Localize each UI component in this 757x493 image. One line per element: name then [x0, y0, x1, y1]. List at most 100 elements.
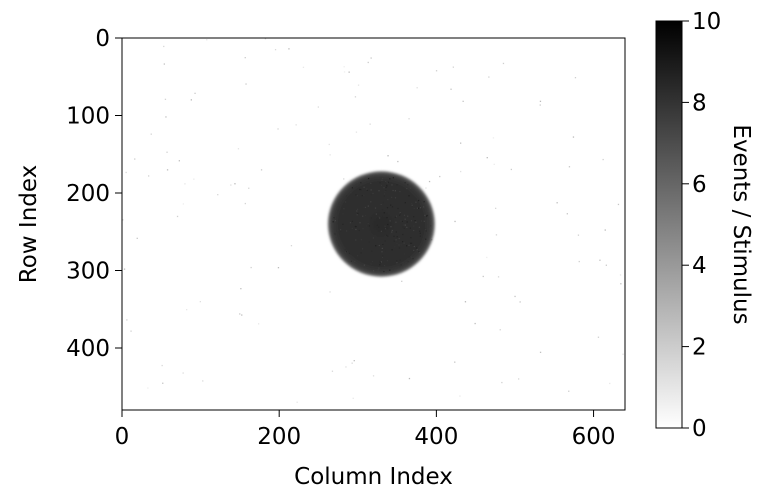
noise-speck: [302, 66, 305, 68]
disk-speck: [358, 229, 360, 232]
disk-speck: [393, 240, 395, 242]
disk-speck: [368, 225, 370, 227]
noise-speck: [460, 142, 462, 144]
noise-speck: [317, 106, 319, 108]
y-tick-label: 200: [66, 181, 110, 207]
disk-speck: [423, 220, 425, 222]
disk-speck: [378, 226, 380, 228]
disk-speck: [376, 223, 378, 225]
disk-speck: [395, 221, 397, 223]
disk-speck: [334, 220, 336, 222]
noise-speck: [239, 313, 241, 315]
noise-speck: [460, 170, 462, 173]
x-tick-label: 200: [257, 424, 301, 450]
disk-speck: [394, 190, 396, 192]
x-tick-label: 0: [115, 424, 130, 450]
disk-speck: [368, 177, 370, 180]
noise-speck: [296, 401, 298, 403]
disk-speck: [351, 187, 353, 189]
disk-speck: [397, 253, 399, 256]
disk-speck: [396, 242, 398, 244]
noise-speck: [245, 83, 247, 85]
noise-speck: [241, 314, 243, 316]
noise-speck: [605, 264, 607, 266]
colorbar-tick-label: 8: [692, 90, 707, 116]
noise-speck: [566, 213, 568, 215]
noise-speck: [617, 203, 620, 206]
disk-speck: [383, 223, 385, 225]
disk-speck: [360, 239, 362, 241]
noise-speck: [126, 319, 128, 321]
disk-speck: [415, 221, 417, 223]
disk-speck: [340, 230, 342, 232]
disk-speck: [357, 255, 359, 257]
disk-speck: [363, 264, 365, 266]
noise-speck: [164, 98, 167, 100]
noise-speck: [369, 123, 371, 125]
disk-speck: [381, 177, 384, 179]
disk-speck: [386, 182, 388, 184]
heatmap-features: [327, 171, 435, 277]
noise-speck: [619, 274, 622, 276]
noise-speck: [439, 175, 441, 178]
noise-speck: [495, 207, 497, 209]
disk-speck: [351, 256, 353, 259]
disk-speck: [425, 228, 427, 230]
y-tick-label: 0: [95, 26, 110, 52]
disk-speck: [407, 184, 409, 186]
noise-speck: [482, 275, 484, 278]
noise-speck: [499, 329, 501, 331]
disk-speck: [350, 192, 352, 194]
disk-speck: [403, 224, 405, 226]
disk-speck: [379, 217, 381, 219]
disk-speck: [365, 225, 367, 227]
disk-speck: [400, 264, 402, 266]
disk-speck: [413, 245, 415, 248]
noise-speck: [260, 169, 263, 171]
disk-speck: [418, 250, 420, 253]
disk-speck: [392, 177, 394, 179]
disk-speck: [414, 220, 416, 222]
disk-speck: [362, 228, 364, 230]
disk-speck: [420, 220, 423, 222]
disk-speck: [403, 242, 405, 244]
disk-speck: [372, 237, 374, 239]
noise-speck: [258, 323, 260, 325]
noise-speck: [609, 382, 611, 385]
disk-speck: [398, 244, 400, 246]
colorbar-tick-label: 6: [692, 172, 707, 198]
disk-speck: [412, 244, 414, 247]
disk-speck: [391, 229, 393, 232]
noise-speck: [539, 104, 541, 106]
disk-speck: [412, 258, 414, 260]
disk-speck: [360, 252, 362, 254]
disk-speck: [344, 249, 346, 251]
disk-speck: [410, 220, 413, 222]
disk-speck: [415, 201, 417, 203]
disk-speck: [349, 230, 351, 232]
x-axis-label: Column Index: [294, 464, 453, 490]
disk-speck: [356, 210, 358, 212]
disk-speck: [344, 251, 346, 253]
disk-speck: [398, 237, 400, 240]
disk-speck: [406, 226, 408, 228]
disk-speck: [399, 214, 401, 216]
disk-speck: [357, 208, 359, 210]
disk-speck: [370, 189, 372, 191]
noise-speck: [150, 133, 152, 135]
disk-speck: [395, 239, 397, 241]
disk-speck: [383, 271, 385, 273]
disk-speck: [371, 250, 373, 252]
disk-speck: [359, 222, 361, 224]
disk-speck: [423, 206, 425, 208]
disk-speck: [381, 179, 383, 181]
disk-speck: [406, 221, 408, 223]
noise-speck: [464, 301, 467, 303]
disk-speck: [367, 205, 369, 207]
colorbar: 0 2 4 6 8 10: [655, 9, 721, 442]
noise-speck: [425, 187, 427, 189]
disk-speck: [342, 213, 344, 215]
noise-speck: [486, 256, 488, 259]
disk-speck: [401, 242, 403, 244]
noise-speck: [161, 364, 163, 367]
